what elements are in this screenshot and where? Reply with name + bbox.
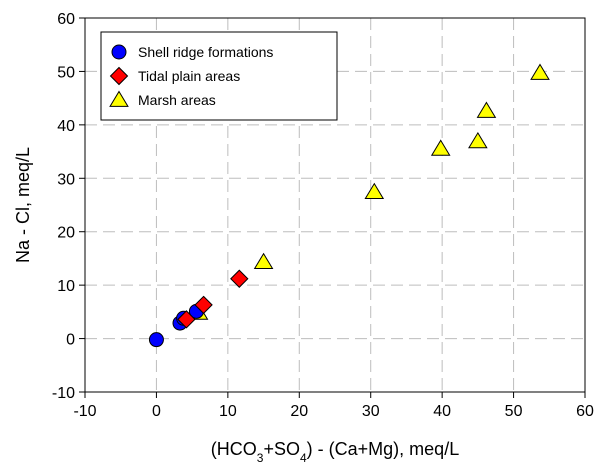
y-tick-label: 20: [57, 225, 75, 242]
data-points: [148, 63, 550, 348]
data-point-diamond: [194, 295, 213, 315]
y-tick-label: 60: [57, 11, 75, 28]
x-axis-title: (HCO3+SO4) - (Ca+Mg), meq/L: [211, 439, 459, 464]
legend-marker-triangle: [109, 90, 129, 107]
legend-box: [100, 31, 338, 121]
x-tick-label: 20: [290, 403, 308, 420]
x-tick-label: 10: [219, 403, 237, 420]
series-triangle: [188, 63, 550, 320]
data-point-circle: [148, 332, 164, 348]
tick-labels: -10 0 10 20 30 40 50 60 -10 0 10 20 30 40 50 60: [52, 11, 594, 420]
legend: Shell ridge formations Tidal plain areas M…: [100, 31, 338, 121]
legend-label: Tidal plain areas: [138, 68, 240, 84]
series-circle: [148, 303, 204, 348]
x-tick-label: 40: [433, 403, 451, 420]
y-axis-title: Na - Cl, meq/L: [13, 147, 33, 263]
x-tick-label: 30: [362, 403, 380, 420]
plot-area-frame: [84, 17, 586, 393]
x-tick-label: -10: [73, 403, 96, 420]
data-point-diamond: [177, 310, 196, 329]
data-point-triangle: [364, 182, 385, 200]
y-tick-label: 50: [57, 64, 75, 81]
y-tick-label: -10: [52, 385, 75, 402]
legend-marker-diamond: [109, 66, 129, 86]
y-tick-label: 10: [57, 278, 75, 295]
y-tick-label: 40: [57, 118, 75, 135]
data-point-triangle: [430, 139, 451, 156]
series-diamond: [177, 269, 249, 329]
x-tick-label: 50: [505, 403, 523, 420]
data-point-triangle: [530, 63, 550, 80]
data-point-triangle: [476, 101, 497, 118]
x-tick-label: 0: [152, 403, 161, 420]
legend-label: Shell ridge formations: [138, 44, 273, 60]
legend-marker-circle: [111, 44, 127, 60]
y-tick-label: 0: [66, 332, 75, 349]
data-point-diamond: [230, 269, 249, 288]
x-tick-label: 60: [576, 403, 594, 420]
legend-label: Marsh areas: [138, 92, 216, 108]
y-tick-label: 30: [57, 171, 75, 188]
axis-ticks: [79, 17, 586, 398]
data-point-triangle: [468, 131, 488, 149]
data-point-triangle: [253, 252, 274, 270]
